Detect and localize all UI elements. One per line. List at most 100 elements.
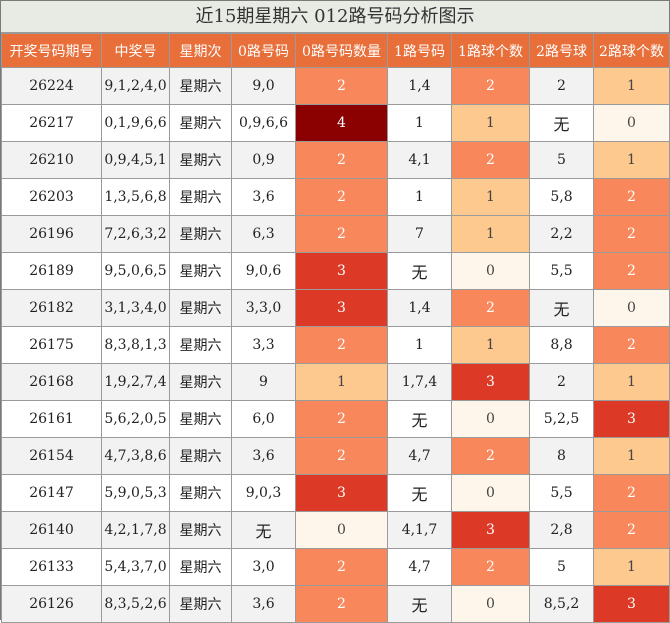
issue-cell: 26140 [1, 511, 102, 549]
route0-numbers-cell: 3,0 [231, 548, 296, 586]
route0-count-cell: 2 [295, 178, 388, 216]
issue-cell: 26210 [1, 141, 102, 179]
route1-numbers-cell: 1,4 [387, 289, 452, 327]
column-header: 2路号球 [529, 33, 594, 68]
winning-numbers-cell: 9,5,0,6,5 [101, 252, 170, 290]
route1-numbers-cell: 1 [387, 104, 452, 142]
weekday-cell: 星期六 [169, 585, 232, 623]
issue-cell: 26224 [1, 67, 102, 105]
route2-numbers-cell: 5 [529, 548, 594, 586]
route0-count-cell: 1 [295, 363, 388, 401]
route2-numbers-cell: 5,2,5 [529, 400, 594, 438]
route2-numbers-cell: 无 [529, 104, 594, 142]
weekday-cell: 星期六 [169, 104, 232, 142]
route2-numbers-cell: 5 [529, 141, 594, 179]
weekday-cell: 星期六 [169, 548, 232, 586]
route1-numbers-cell: 1 [387, 326, 452, 364]
weekday-cell: 星期六 [169, 141, 232, 179]
route2-count-cell: 2 [593, 511, 670, 549]
route1-numbers-cell: 无 [387, 585, 452, 623]
route2-count-cell: 1 [593, 363, 670, 401]
table-row: 26133 5,4,3,7,0 星期六 3,0 2 4,7 2 5 1 [1, 548, 670, 586]
route1-numbers-cell: 1 [387, 178, 452, 216]
route1-numbers-cell: 4,1 [387, 141, 452, 179]
route0-count-cell: 2 [295, 326, 388, 364]
route2-numbers-cell: 2,8 [529, 511, 594, 549]
route0-count-cell: 0 [295, 511, 388, 549]
route1-count-cell: 0 [451, 585, 530, 623]
column-header: 1路号码 [387, 33, 452, 68]
weekday-cell: 星期六 [169, 252, 232, 290]
route1-count-cell: 1 [451, 326, 530, 364]
table-row: 26189 9,5,0,6,5 星期六 9,0,6 3 无 0 5,5 2 [1, 252, 670, 290]
route0-numbers-cell: 6,3 [231, 215, 296, 253]
analysis-table: 开奖号码期号 中奖号 星期次 0路号码 0路号码数量 1路号码 1路球个数 2路号球 2路球个数… [1, 33, 670, 623]
route0-count-cell: 4 [295, 104, 388, 142]
route2-numbers-cell: 8,5,2 [529, 585, 594, 623]
column-header: 1路球个数 [451, 33, 530, 68]
route1-numbers-cell: 1,7,4 [387, 363, 452, 401]
column-header: 0路号码 [231, 33, 296, 68]
route1-count-cell: 2 [451, 548, 530, 586]
table-row: 26196 7,2,6,3,2 星期六 6,3 2 7 1 2,2 2 [1, 215, 670, 253]
route2-count-cell: 2 [593, 252, 670, 290]
winning-numbers-cell: 7,2,6,3,2 [101, 215, 170, 253]
table-row: 26140 4,2,1,7,8 星期六无 0 4,1,7 3 2,8 2 [1, 511, 670, 549]
route2-count-cell: 0 [593, 104, 670, 142]
route0-count-cell: 3 [295, 289, 388, 327]
weekday-cell: 星期六 [169, 363, 232, 401]
route1-count-cell: 3 [451, 511, 530, 549]
route2-count-cell: 1 [593, 67, 670, 105]
route2-count-cell: 2 [593, 326, 670, 364]
route2-count-cell: 1 [593, 548, 670, 586]
route0-numbers-cell: 9,0 [231, 67, 296, 105]
weekday-cell: 星期六 [169, 215, 232, 253]
column-header: 星期次 [169, 33, 232, 68]
route0-count-cell: 2 [295, 585, 388, 623]
winning-numbers-cell: 5,9,0,5,3 [101, 474, 170, 512]
route0-count-cell: 2 [295, 215, 388, 253]
table-row: 26217 0,1,9,6,6 星期六 0,9,6,6 4 1 1 无 0 [1, 104, 670, 142]
route0-numbers-cell: 0,9,6,6 [231, 104, 296, 142]
table-row: 26203 1,3,5,6,8 星期六 3,6 2 1 1 5,8 2 [1, 178, 670, 216]
route2-count-cell: 1 [593, 141, 670, 179]
route0-count-cell: 2 [295, 67, 388, 105]
route1-count-cell: 2 [451, 141, 530, 179]
weekday-cell: 星期六 [169, 178, 232, 216]
route2-count-cell: 2 [593, 215, 670, 253]
route1-count-cell: 0 [451, 252, 530, 290]
route0-count-cell: 2 [295, 437, 388, 475]
issue-cell: 26217 [1, 104, 102, 142]
issue-cell: 26175 [1, 326, 102, 364]
route2-numbers-cell: 2 [529, 363, 594, 401]
route2-count-cell: 1 [593, 437, 670, 475]
table-row: 26210 0,9,4,5,1 星期六 0,9 2 4,1 2 5 1 [1, 141, 670, 179]
weekday-cell: 星期六 [169, 326, 232, 364]
route2-count-cell: 0 [593, 289, 670, 327]
winning-numbers-cell: 0,9,4,5,1 [101, 141, 170, 179]
issue-cell: 26147 [1, 474, 102, 512]
weekday-cell: 星期六 [169, 67, 232, 105]
route1-count-cell: 1 [451, 104, 530, 142]
table-body: 26224 9,1,2,4,0 星期六 9,0 2 1,4 2 2 1 26217 0,1,9,6,… [1, 67, 670, 623]
route0-numbers-cell: 3,6 [231, 437, 296, 475]
route0-count-cell: 2 [295, 141, 388, 179]
issue-cell: 26168 [1, 363, 102, 401]
route1-numbers-cell: 1,4 [387, 67, 452, 105]
route0-numbers-cell: 9,0,6 [231, 252, 296, 290]
route1-count-cell: 2 [451, 67, 530, 105]
route2-numbers-cell: 5,5 [529, 252, 594, 290]
winning-numbers-cell: 4,7,3,8,6 [101, 437, 170, 475]
route1-count-cell: 2 [451, 289, 530, 327]
route1-numbers-cell: 4,7 [387, 548, 452, 586]
winning-numbers-cell: 5,6,2,0,5 [101, 400, 170, 438]
weekday-cell: 星期六 [169, 437, 232, 475]
table-row: 26147 5,9,0,5,3 星期六 9,0,3 3 无 0 5,5 2 [1, 474, 670, 512]
table-row: 26154 4,7,3,8,6 星期六 3,6 2 4,7 2 8 1 [1, 437, 670, 475]
issue-cell: 26189 [1, 252, 102, 290]
winning-numbers-cell: 8,3,8,1,3 [101, 326, 170, 364]
route2-numbers-cell: 5,8 [529, 178, 594, 216]
winning-numbers-cell: 1,3,5,6,8 [101, 178, 170, 216]
route2-numbers-cell: 8,8 [529, 326, 594, 364]
issue-cell: 26182 [1, 289, 102, 327]
